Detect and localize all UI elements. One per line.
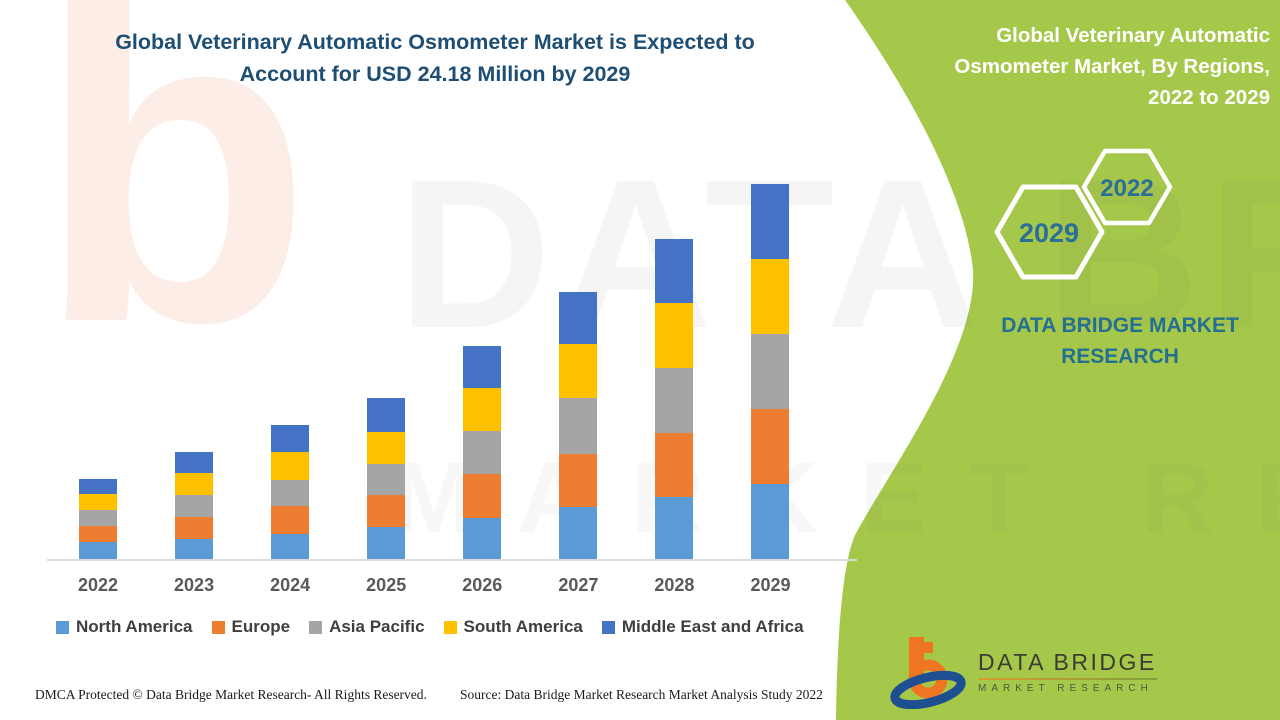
watermark-logo-b: b xyxy=(36,0,313,416)
bar-segment-north-america-2028 xyxy=(655,497,694,559)
bar-segment-europe-2026 xyxy=(463,473,502,518)
bar-segment-asia-pacific-2024 xyxy=(271,479,310,506)
page-title: Global Veterinary Automatic Osmometer Ma… xyxy=(50,26,820,90)
bar-segment-middle-east-and-africa-2025 xyxy=(367,398,406,433)
bar-segment-europe-2024 xyxy=(271,505,310,535)
legend-item-middle-east-and-africa: Middle East and Africa xyxy=(601,617,804,637)
x-axis-label-2023: 2023 xyxy=(174,575,215,595)
databridge-logo: DATA BRIDGE MARKET RESEARCH xyxy=(890,633,1157,709)
x-axis-label-2028: 2028 xyxy=(654,575,695,595)
legend-item-south-america: South America xyxy=(443,617,583,637)
bar-segment-europe-2027 xyxy=(559,454,598,508)
side-panel-brand-text: DATA BRIDGE MARKET RESEARCH xyxy=(955,310,1280,372)
bar-segment-asia-pacific-2029 xyxy=(751,333,790,409)
side-panel-title-line1: Global Veterinary Automatic xyxy=(996,24,1270,47)
bar-segment-middle-east-and-africa-2027 xyxy=(559,292,598,345)
bar-segment-asia-pacific-2027 xyxy=(559,398,598,455)
bar-segment-south-america-2026 xyxy=(463,388,502,431)
logo-wordmark: DATA BRIDGE MARKET RESEARCH xyxy=(978,649,1157,694)
x-axis-label-2024: 2024 xyxy=(270,575,311,595)
legend-swatch-europe xyxy=(211,620,225,634)
legend-label-north-america: North America xyxy=(76,617,193,636)
x-axis-label-2022: 2022 xyxy=(77,575,119,595)
logo-underline xyxy=(978,677,1157,680)
logo-title: DATA BRIDGE xyxy=(978,648,1157,675)
bar-segment-asia-pacific-2025 xyxy=(367,464,406,496)
bar-segment-north-america-2026 xyxy=(463,517,502,559)
bar-segment-north-america-2024 xyxy=(271,534,310,559)
bar-segment-europe-2029 xyxy=(751,408,790,484)
bar-segment-north-america-2029 xyxy=(751,483,790,559)
logo-b-flag xyxy=(924,642,933,653)
logo-d-swoosh xyxy=(890,670,966,709)
side-panel-title-line2: Osmometer Market, By Regions, xyxy=(954,55,1270,78)
bar-segment-south-america-2024 xyxy=(271,451,310,480)
x-axis-line xyxy=(47,559,857,561)
legend-swatch-asia-pacific xyxy=(309,620,323,634)
legend-label-europe: Europe xyxy=(231,617,291,636)
dmca-notice: DMCA Protected © Data Bridge Market Rese… xyxy=(35,687,427,702)
legend-label-asia-pacific: Asia Pacific xyxy=(329,617,425,636)
bar-segment-europe-2028 xyxy=(655,432,694,497)
bar-segment-north-america-2023 xyxy=(175,539,214,559)
x-axis-label-2026: 2026 xyxy=(462,575,503,595)
bar-segment-middle-east-and-africa-2024 xyxy=(271,424,310,452)
page-title-line2: Account for USD 24.18 Million by 2029 xyxy=(239,62,631,86)
bar-segment-south-america-2029 xyxy=(751,258,790,334)
databridge-logo-mark xyxy=(890,637,966,709)
legend-label-south-america: South America xyxy=(463,617,583,636)
legend-item-north-america: North America xyxy=(56,617,193,637)
bar-segment-north-america-2025 xyxy=(367,527,406,559)
bar-segment-middle-east-and-africa-2026 xyxy=(463,346,502,389)
bar-segment-south-america-2023 xyxy=(175,472,214,495)
bar-segment-south-america-2025 xyxy=(367,432,406,465)
bar-segment-asia-pacific-2026 xyxy=(463,430,502,474)
bar-segment-south-america-2022 xyxy=(79,494,117,510)
bar-segment-south-america-2027 xyxy=(559,344,598,399)
side-panel-title: Global Veterinary Automatic Osmometer Ma… xyxy=(880,20,1270,113)
bar-segment-middle-east-and-africa-2022 xyxy=(79,479,117,495)
bar-segment-asia-pacific-2022 xyxy=(79,510,117,526)
bar-segment-north-america-2027 xyxy=(559,507,598,559)
legend-label-middle-east-and-africa: Middle East and Africa xyxy=(621,617,804,636)
logo-subtitle: MARKET RESEARCH xyxy=(978,682,1153,694)
bar-segment-europe-2025 xyxy=(367,495,406,528)
bar-segment-asia-pacific-2023 xyxy=(175,494,214,517)
bar-segment-asia-pacific-2028 xyxy=(655,368,694,433)
watermark-text-marketresearch: MARKET RESEARCH xyxy=(392,442,1280,554)
x-axis-label-2025: 2025 xyxy=(366,575,407,595)
legend-item-europe: Europe xyxy=(211,617,291,637)
chart-legend: North America Europe Asia Pacific South Ame… xyxy=(56,617,804,637)
x-axis-label-2029: 2029 xyxy=(750,575,791,595)
legend-item-asia-pacific: Asia Pacific xyxy=(309,617,425,637)
bar-segment-europe-2023 xyxy=(175,516,214,539)
bar-segment-south-america-2028 xyxy=(655,303,694,369)
side-panel-brand-line1: DATA BRIDGE MARKET xyxy=(1001,314,1239,337)
bar-segment-north-america-2022 xyxy=(79,541,117,559)
x-axis-label-2027: 2027 xyxy=(558,575,599,595)
legend-swatch-middle-east-and-africa xyxy=(601,620,615,634)
bar-segment-europe-2022 xyxy=(79,525,117,542)
side-panel-brand-line2: RESEARCH xyxy=(1061,345,1179,368)
legend-swatch-north-america xyxy=(56,620,69,634)
bar-segment-middle-east-and-africa-2029 xyxy=(751,184,790,259)
source-note: Source: Data Bridge Market Research Mark… xyxy=(460,687,823,702)
bar-segment-middle-east-and-africa-2028 xyxy=(655,239,694,304)
bar-segment-middle-east-and-africa-2023 xyxy=(175,452,214,473)
legend-swatch-south-america xyxy=(443,620,457,634)
side-panel-title-line3: 2022 to 2029 xyxy=(1148,86,1270,109)
page-title-line1: Global Veterinary Automatic Osmometer Ma… xyxy=(115,30,755,54)
